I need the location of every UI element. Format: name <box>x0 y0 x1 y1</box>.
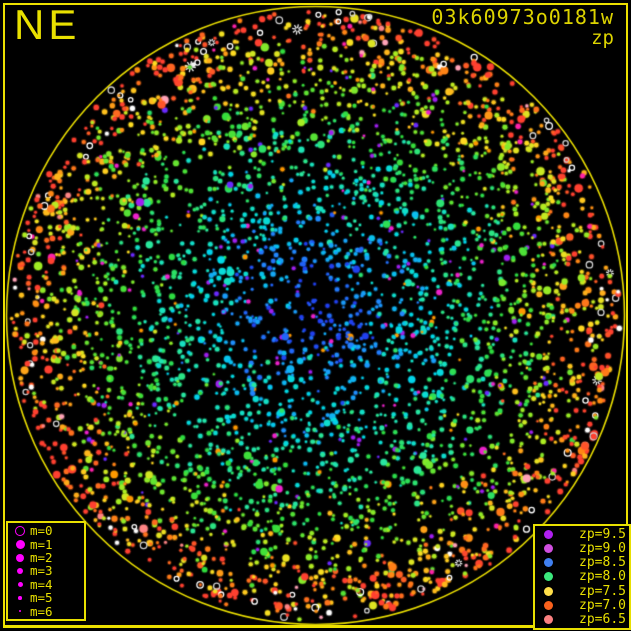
magnitude-legend: m=0 m=1 m=2 m=3 m=4 m=5 m=6 <box>6 521 86 621</box>
legend-m-row-marker <box>10 553 30 562</box>
legend-m-row-marker <box>10 596 30 600</box>
zp-color-marker <box>543 572 553 582</box>
legend-zp-row: zp=7.0 <box>538 599 626 612</box>
legend-zp-row-marker <box>538 586 558 596</box>
zp-color-marker <box>543 601 553 611</box>
legend-zp-row: zp=8.0 <box>538 570 626 583</box>
zp-color-marker <box>543 529 553 539</box>
legend-zp-row-marker <box>538 572 558 582</box>
legend-m-row: m=5 <box>10 591 82 604</box>
legend-zp-row: zp=9.0 <box>538 542 626 555</box>
legend-zp-row-label: zp=7.5 <box>579 583 626 599</box>
field-direction-label: NE <box>14 1 81 48</box>
filled-circle-marker <box>18 609 22 613</box>
open-circle-marker <box>15 525 25 536</box>
legend-m-row: m=3 <box>10 564 82 577</box>
legend-zp-row-label: zp=8.5 <box>579 555 626 571</box>
legend-zp-row-marker <box>538 529 558 539</box>
filled-circle-marker <box>17 581 23 587</box>
legend-zp-row-marker <box>538 615 558 625</box>
legend-zp-row-label: zp=7.0 <box>579 598 626 614</box>
legend-m-row-label: m=6 <box>30 603 53 619</box>
zp-color-marker <box>543 543 553 553</box>
legend-zp-row: zp=7.5 <box>538 585 626 598</box>
legend-m-row-marker <box>10 539 30 549</box>
legend-zp-row: zp=8.5 <box>538 556 626 569</box>
legend-zp-row-label: zp=8.0 <box>579 569 626 585</box>
zp-color-marker <box>543 586 553 596</box>
zeropoint-legend: zp=9.5 zp=9.0 zp=8.5 zp=8.0 zp=7.5 zp=7.0 zp=6… <box>533 524 631 630</box>
legend-m-row-marker <box>10 609 30 613</box>
filled-circle-marker <box>16 567 24 575</box>
legend-zp-row-marker <box>538 601 558 611</box>
legend-zp-row-marker <box>538 543 558 553</box>
legend-m-row: m=0 <box>10 524 82 537</box>
filled-circle-marker <box>15 539 25 549</box>
legend-m-row-marker <box>10 525 30 536</box>
legend-m-row: m=4 <box>10 578 82 591</box>
metric-label: zp <box>591 27 614 49</box>
legend-m-row: m=6 <box>10 605 82 618</box>
legend-zp-row-label: zp=9.5 <box>579 526 626 542</box>
filled-circle-marker <box>18 596 22 600</box>
legend-m-row-marker <box>10 567 30 575</box>
exposure-title: 03k60973o0181w <box>431 5 614 29</box>
legend-m-row-label: m=3 <box>30 563 53 579</box>
legend-zp-row-label: zp=9.0 <box>579 540 626 556</box>
legend-m-row-label: m=4 <box>30 576 53 592</box>
legend-zp-row: zp=6.5 <box>538 613 626 626</box>
legend-m-row-marker <box>10 581 30 587</box>
legend-m-row: m=2 <box>10 551 82 564</box>
filled-circle-marker <box>16 553 24 562</box>
zp-color-marker <box>543 558 553 568</box>
legend-m-row-label: m=0 <box>30 523 53 539</box>
legend-zp-row-marker <box>538 558 558 568</box>
legend-m-row-label: m=5 <box>30 590 53 606</box>
legend-m-row-label: m=1 <box>30 536 53 552</box>
legend-zp-row-label: zp=6.5 <box>579 612 626 628</box>
legend-m-row: m=1 <box>10 538 82 551</box>
zp-color-marker <box>543 615 553 625</box>
legend-zp-row: zp=9.5 <box>538 528 626 541</box>
legend-m-row-label: m=2 <box>30 550 53 566</box>
